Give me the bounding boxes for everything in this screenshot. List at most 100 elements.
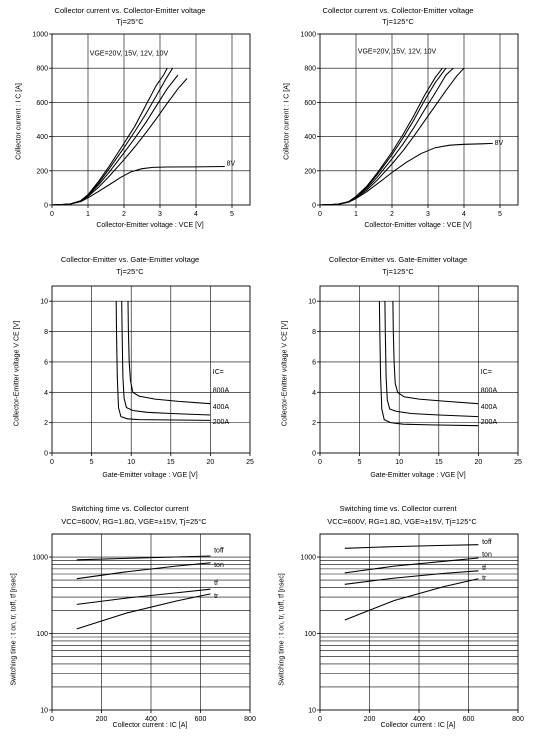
series-line-5 <box>51 165 225 206</box>
y-tick-label: 1000 <box>32 32 48 39</box>
x-tick-label: 0 <box>318 211 322 218</box>
plot-frame <box>319 285 519 454</box>
series-line-2 <box>76 562 211 580</box>
x-tick-label: 20 <box>475 459 483 466</box>
series-line-3 <box>344 570 479 585</box>
x-axis-label: Gate-Emitter voltage : VGE [V] <box>102 472 198 479</box>
annotation-label: toff <box>214 547 224 554</box>
series-line-1 <box>127 301 211 405</box>
x-tick-label: 15 <box>435 459 443 466</box>
plot-area: 0 1 2 3 4 5 0 200 400 600 800 1000 VGE=20V, 15V, 12V… <box>300 32 519 218</box>
x-axis-label: Collector-Emitter voltage : VCE [V] <box>364 222 472 229</box>
x-tick-label: 2 <box>390 211 394 218</box>
y-tick-label: 4 <box>44 390 48 397</box>
annotation-label: ton <box>482 551 492 558</box>
chart-title: Collector current vs. Collector-Emitter … <box>54 6 206 15</box>
x-tick-label: 20 <box>207 459 215 466</box>
x-axis-label: Collector current : IC [A] <box>112 722 188 729</box>
annotation-label: 800A <box>481 387 498 394</box>
x-tick-label: 0 <box>50 716 54 723</box>
x-tick-label: 0 <box>318 716 322 723</box>
x-tick-label: 1 <box>354 211 358 218</box>
y-tick-label: 0 <box>44 451 48 458</box>
y-tick-label: 800 <box>304 66 316 73</box>
annotation-label: tf <box>482 565 486 572</box>
series-line-4 <box>76 593 211 630</box>
y-tick-label: 200 <box>36 168 48 175</box>
annotation-label: tf <box>214 580 218 587</box>
x-tick-label: 5 <box>90 459 94 466</box>
x-tick-label: 0 <box>50 459 54 466</box>
series-line-2 <box>344 557 479 574</box>
y-tick-label: 1000 <box>300 32 316 39</box>
y-tick-label: 600 <box>304 100 316 107</box>
x-tick-label: 600 <box>195 716 207 723</box>
chart-title: Switching time vs. Collector current <box>71 504 189 513</box>
annotation-label: 8V <box>495 140 504 147</box>
plot-area: 0 1 2 3 4 5 0 200 400 600 800 1000 VGE=20V, 15V, 12V… <box>32 32 251 218</box>
y-tick-label: 10 <box>40 708 48 715</box>
chart-subtitle: VCC=600V, RG=1.8Ω, VGE=±15V, Tj=125°C <box>327 517 477 526</box>
y-tick-label: 400 <box>36 134 48 141</box>
annotation-label: toff <box>482 539 492 546</box>
chart-switching-25: Switching time vs. Collector current VCC… <box>0 492 268 736</box>
x-tick-label: 5 <box>230 211 234 218</box>
annotation-label: ton <box>214 562 224 569</box>
series-line-1 <box>76 555 211 561</box>
series-line-4 <box>51 78 188 206</box>
annotation-label: VGE=20V, 15V, 12V, 10V <box>90 50 169 57</box>
y-tick-label: 6 <box>44 359 48 366</box>
annotation-label: 200A <box>213 419 230 426</box>
chart-subtitle: Tj=25°C <box>116 267 144 276</box>
x-tick-label: 400 <box>145 716 157 723</box>
series-line-3 <box>51 74 179 206</box>
series-line-3 <box>115 301 211 421</box>
annotation-label: IC= <box>213 369 224 376</box>
chart-subtitle: Tj=25°C <box>116 17 144 26</box>
y-tick-label: 1000 <box>32 555 48 562</box>
x-tick-label: 4 <box>462 211 466 218</box>
annotation-label: 800A <box>213 387 230 394</box>
x-tick-label: 200 <box>96 716 108 723</box>
annotation-label: 200A <box>481 419 498 426</box>
x-tick-label: 25 <box>514 459 522 466</box>
plot-frame <box>319 33 519 206</box>
plot-frame <box>51 285 251 454</box>
y-tick-label: 0 <box>312 451 316 458</box>
series-line-1 <box>344 544 479 549</box>
annotation-label: 400A <box>213 404 230 411</box>
chart-switching-125: Switching time vs. Collector current VCC… <box>268 492 536 736</box>
plot-area: 0 200 400 600 800 10 100 1000 toff ton tf tr <box>32 533 256 723</box>
x-axis-label: Collector current : IC [A] <box>380 722 456 729</box>
y-tick-label: 8 <box>312 329 316 336</box>
chart-ic-vce-125: Collector current vs. Collector-Emitter … <box>268 0 536 244</box>
x-tick-label: 3 <box>426 211 430 218</box>
annotation-label: 400A <box>481 404 498 411</box>
chart-subtitle: Tj=125°C <box>382 267 414 276</box>
chart-ic-vce-25: Collector current vs. Collector-Emitter … <box>0 0 268 244</box>
plot-frame <box>51 33 251 206</box>
y-tick-label: 10 <box>308 708 316 715</box>
y-tick-label: 1000 <box>300 555 316 562</box>
series-line-2 <box>121 301 211 416</box>
y-tick-label: 4 <box>312 390 316 397</box>
chart-subtitle: Tj=125°C <box>382 17 414 26</box>
x-axis-label: Collector-Emitter voltage : VCE [V] <box>96 222 204 229</box>
annotation-label: 8V <box>227 161 236 168</box>
series-line-4 <box>344 578 479 621</box>
y-tick-label: 100 <box>304 631 316 638</box>
annotation-label: tr <box>482 575 487 582</box>
annotation-label: IC= <box>481 369 492 376</box>
chart-title: Collector-Emitter vs. Gate-Emitter volta… <box>328 255 468 264</box>
chart-title: Switching time vs. Collector current <box>339 504 457 513</box>
x-tick-label: 4 <box>194 211 198 218</box>
x-tick-label: 3 <box>158 211 162 218</box>
series-line-3 <box>76 588 211 605</box>
x-tick-label: 400 <box>413 716 425 723</box>
chart-vce-vge-125: Collector-Emitter vs. Gate-Emitter volta… <box>268 248 536 492</box>
x-tick-label: 5 <box>358 459 362 466</box>
y-tick-label: 0 <box>312 203 316 210</box>
x-tick-label: 800 <box>512 716 524 723</box>
y-tick-label: 800 <box>36 66 48 73</box>
y-tick-label: 400 <box>304 134 316 141</box>
